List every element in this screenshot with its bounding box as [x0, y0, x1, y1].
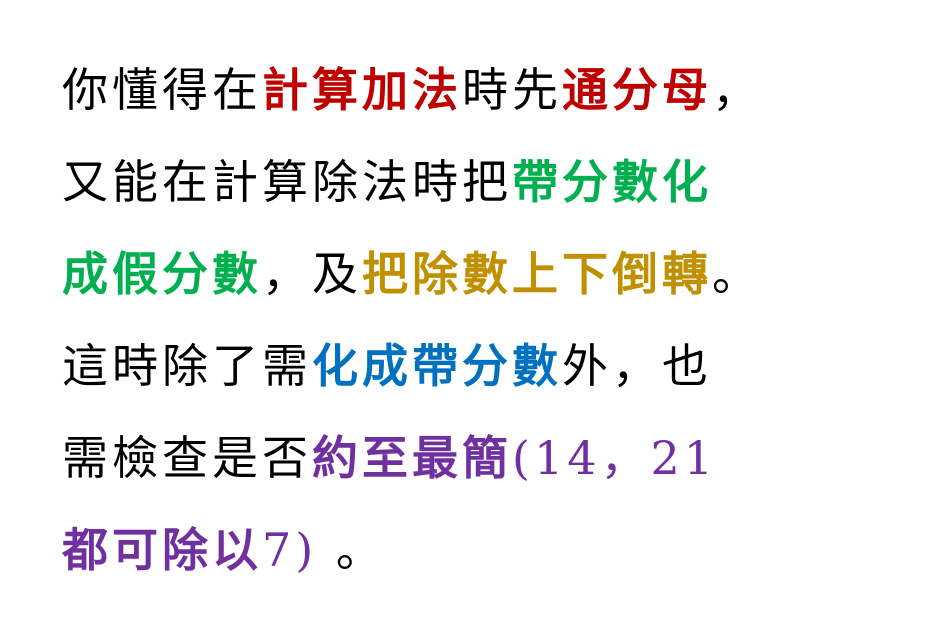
- text-line-5: 需檢查是否約至最簡(14，21: [62, 426, 922, 518]
- highlight-simplest-form: 約至最簡: [312, 431, 512, 485]
- text-segment: ，及: [262, 247, 362, 301]
- text-segment: 你懂得在: [62, 63, 262, 117]
- text-segment: 時先: [462, 63, 562, 117]
- punctuation-comma: ，: [712, 63, 762, 117]
- text-segment-example: 7): [262, 523, 318, 577]
- highlight-invert-divisor: 把除數上下倒轉: [362, 247, 712, 301]
- text-line-6: 都可除以7) 。: [62, 518, 922, 610]
- highlight-improper-fraction: 成假分數: [62, 247, 262, 301]
- highlight-common-denominator: 通分母: [562, 63, 712, 117]
- highlight-add-fractions: 計算加法: [262, 63, 462, 117]
- punctuation-period: 。: [317, 523, 386, 577]
- text-line-3: 成假分數，及把除數上下倒轉。: [62, 242, 922, 334]
- text-segment-example: (14，21: [512, 431, 718, 485]
- text-line-2: 又能在計算除法時把帶分數化: [62, 150, 922, 242]
- text-segment: 外，也: [562, 339, 712, 393]
- highlight-convert-mixed: 化成帶分數: [312, 339, 562, 393]
- highlight-divisible-by: 都可除以: [62, 523, 262, 577]
- text-line-4: 這時除了需化成帶分數外，也: [62, 334, 922, 426]
- punctuation-period: 。: [712, 247, 762, 301]
- highlight-mixed-number: 帶分數化: [512, 155, 712, 209]
- text-segment: 需檢查是否: [62, 431, 312, 485]
- text-segment: 又能在計算除法時把: [62, 155, 512, 209]
- text-line-1: 你懂得在計算加法時先通分母，: [62, 58, 922, 150]
- body-text: 你懂得在計算加法時先通分母， 又能在計算除法時把帶分數化 成假分數，及把除數上下…: [62, 58, 922, 610]
- text-segment: 這時除了需: [62, 339, 312, 393]
